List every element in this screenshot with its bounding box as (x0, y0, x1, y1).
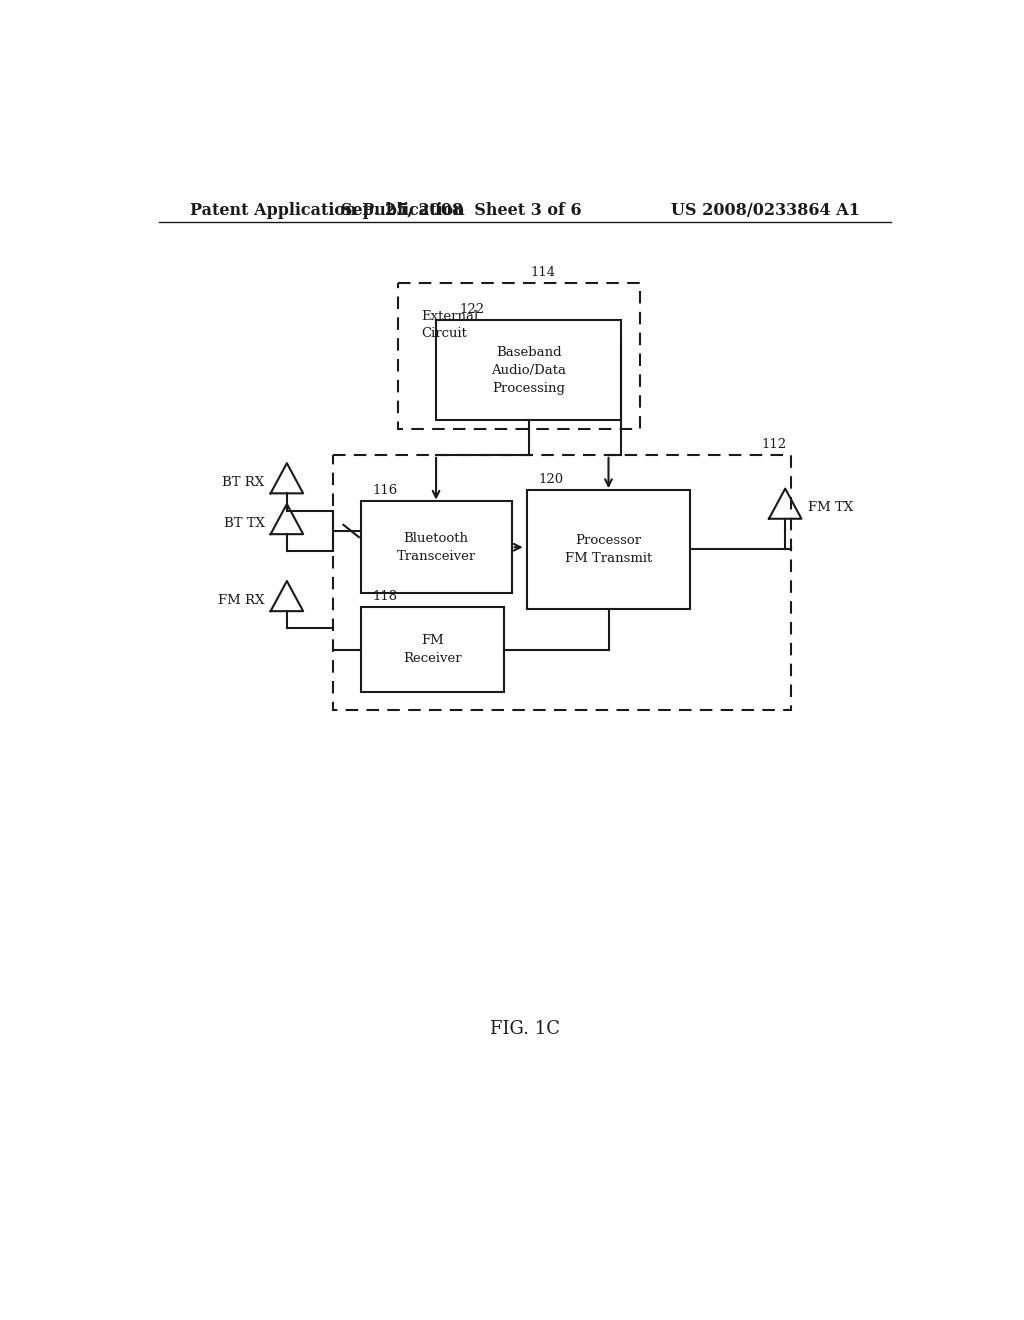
Text: Patent Application Publication: Patent Application Publication (190, 202, 465, 219)
Bar (436, 321, 621, 420)
Bar (334, 455, 791, 710)
Text: FM TX: FM TX (808, 502, 853, 515)
Text: 120: 120 (539, 473, 564, 486)
Text: Sep. 25, 2008  Sheet 3 of 6: Sep. 25, 2008 Sheet 3 of 6 (341, 202, 582, 219)
Bar (397, 284, 640, 429)
Text: BT RX: BT RX (222, 477, 264, 490)
Bar (360, 502, 512, 594)
Text: 118: 118 (372, 590, 397, 603)
Text: BT TX: BT TX (223, 517, 264, 529)
Text: FIG. 1C: FIG. 1C (489, 1019, 560, 1038)
Text: External
Circuit: External Circuit (421, 310, 478, 341)
Text: Baseband
Audio/Data
Processing: Baseband Audio/Data Processing (492, 346, 566, 395)
Text: FM RX: FM RX (218, 594, 264, 607)
Text: 112: 112 (762, 438, 786, 451)
Text: Processor
FM Transmit: Processor FM Transmit (565, 533, 652, 565)
Text: FM
Receiver: FM Receiver (402, 634, 462, 665)
Text: US 2008/0233864 A1: US 2008/0233864 A1 (672, 202, 860, 219)
Text: Bluetooth
Transceiver: Bluetooth Transceiver (396, 532, 476, 562)
Text: 114: 114 (530, 267, 556, 280)
Bar (527, 490, 690, 609)
Text: 122: 122 (460, 304, 484, 317)
Text: 116: 116 (372, 484, 397, 498)
Bar (360, 607, 504, 692)
